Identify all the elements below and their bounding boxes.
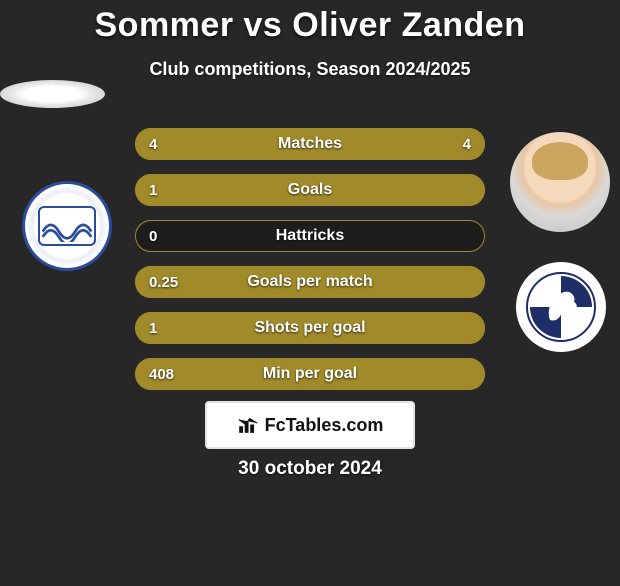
stat-row: 1Shots per goal (135, 312, 485, 344)
date-text: 30 october 2024 (0, 458, 620, 480)
page-title: Sommer vs Oliver Zanden (0, 6, 620, 45)
stat-row: 0.25Goals per match (135, 266, 485, 298)
stat-row: 1Goals (135, 174, 485, 206)
source-badge[interactable]: FcTables.com (205, 401, 415, 449)
player-right-avatar (510, 132, 610, 232)
club-crest-right (516, 262, 606, 352)
stat-label: Goals per match (135, 266, 485, 298)
crest-left-inner (38, 206, 96, 246)
stat-label: Goals (135, 174, 485, 206)
stat-label: Shots per goal (135, 312, 485, 344)
club-crest-left (22, 181, 112, 271)
stat-label: Hattricks (135, 220, 485, 252)
stat-label: Min per goal (135, 358, 485, 390)
stat-row: 408Min per goal (135, 358, 485, 390)
stat-row: 0Hattricks (135, 220, 485, 252)
player-left-avatar (0, 80, 105, 108)
stat-value-right: 4 (463, 128, 471, 160)
wave-icon (40, 210, 94, 242)
horse-crest-icon (526, 272, 596, 342)
badge-text: FcTables.com (265, 415, 384, 436)
subtitle: Club competitions, Season 2024/2025 (0, 59, 620, 80)
stat-row: 4Matches4 (135, 128, 485, 160)
stats-container: 4Matches4 1Goals 0Hattricks 0.25Goals per m… (135, 128, 485, 404)
chart-icon (237, 414, 259, 436)
stat-label: Matches (135, 128, 485, 160)
